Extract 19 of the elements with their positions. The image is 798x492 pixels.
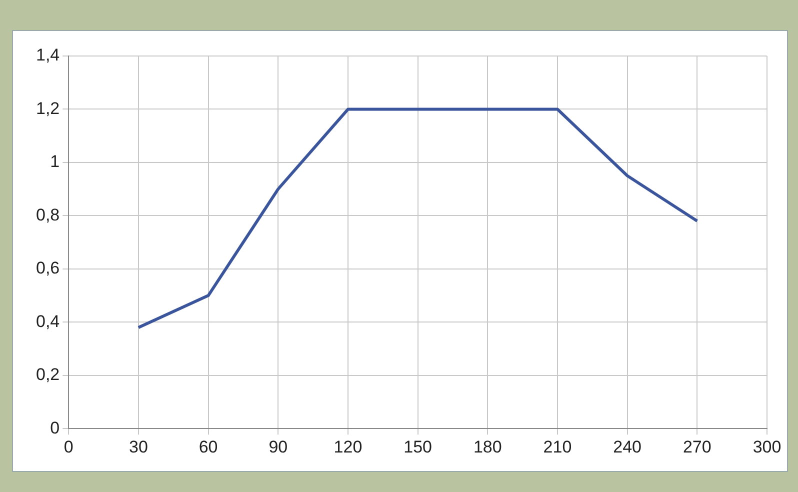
y-tick-label: 0,6 — [36, 258, 60, 278]
y-tick-label: 0 — [50, 418, 60, 438]
y-tick-label: 0,4 — [36, 312, 60, 331]
x-tick-label: 240 — [613, 437, 642, 456]
x-tick-label: 30 — [129, 437, 148, 456]
x-tick-label: 0 — [64, 437, 74, 456]
y-tick-label: 0,2 — [36, 365, 60, 384]
y-tick-label: 1,4 — [36, 46, 60, 65]
x-tick-label: 210 — [543, 437, 572, 456]
x-tick-label: 150 — [404, 437, 432, 456]
x-tick-label: 270 — [682, 437, 712, 456]
y-tick-label: 0,8 — [36, 205, 60, 224]
x-tick-label: 300 — [752, 437, 782, 456]
x-tick-label: 60 — [198, 437, 218, 456]
x-tick-label: 120 — [334, 437, 362, 456]
y-tick-label: 1,2 — [36, 98, 60, 118]
x-tick-label: 90 — [268, 437, 288, 456]
x-tick-label: 180 — [473, 437, 502, 456]
y-tick-label: 1 — [50, 152, 60, 172]
